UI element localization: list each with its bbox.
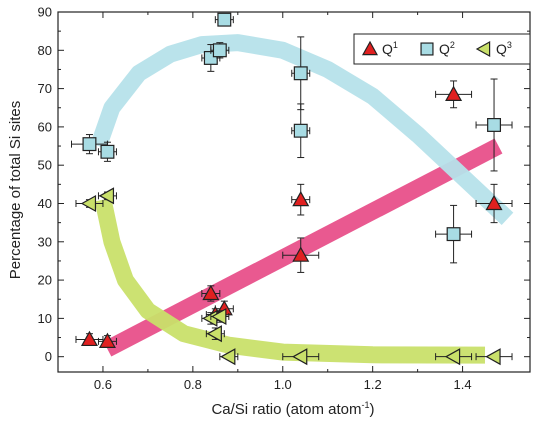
trend-band-q1 <box>103 138 503 357</box>
data-point-q2 <box>100 144 115 159</box>
y-tick-label: 70 <box>38 81 52 96</box>
legend: Q1 Q2 Q3 <box>353 33 531 65</box>
y-tick-label: 30 <box>38 234 52 249</box>
data-point-q1 <box>445 85 463 101</box>
trend-bands <box>90 34 514 364</box>
data-point-q2 <box>487 118 502 132</box>
legend-label-q1: Q1 <box>382 40 398 57</box>
data-point-q2 <box>82 137 97 152</box>
y-axis-title: Percentage of total Si sites <box>7 101 24 279</box>
plot-frame <box>57 11 531 373</box>
data-point-q3 <box>220 348 236 366</box>
data-point-q1 <box>292 246 310 262</box>
data-point-q1 <box>98 332 116 348</box>
data-point-q2 <box>293 123 308 138</box>
data-point-q2 <box>293 66 308 81</box>
y-tick-label: 20 <box>38 273 52 288</box>
data-markers <box>70 12 513 366</box>
legend-label-q3: Q3 <box>496 40 512 57</box>
x-tick-label: 1.2 <box>364 377 382 392</box>
data-point-q1 <box>80 330 98 347</box>
data-point-q2 <box>212 43 227 58</box>
data-point-q2 <box>446 227 461 242</box>
data-point-q3 <box>292 348 308 366</box>
data-point-q3 <box>80 194 97 213</box>
x-tick-label: 1.4 <box>454 377 472 392</box>
legend-marker-q1 <box>361 40 379 56</box>
data-point-q2 <box>217 12 232 27</box>
x-tick-label: 1.0 <box>274 377 292 392</box>
legend-marker-q3 <box>475 40 491 58</box>
legend-marker-q2 <box>420 42 434 56</box>
y-tick-label: 50 <box>38 158 52 173</box>
trend-band-q2 <box>90 34 514 226</box>
y-tick-label: 90 <box>38 5 52 20</box>
data-point-q3 <box>206 325 222 343</box>
plot-border <box>57 11 531 373</box>
x-tick-label: 0.8 <box>184 377 202 392</box>
data-point-q3 <box>211 307 227 325</box>
trend-band-q3 <box>94 197 486 364</box>
data-point-q3 <box>444 348 461 366</box>
data-point-q1 <box>292 190 310 207</box>
data-point-q3 <box>485 348 501 366</box>
x-axis-title: Ca/Si ratio (atom atom-1) <box>211 400 374 418</box>
y-tick-label: 0 <box>45 349 52 364</box>
y-tick-label: 80 <box>38 43 52 58</box>
legend-label-q2: Q2 <box>439 40 455 57</box>
y-tick-label: 40 <box>38 196 52 211</box>
data-point-q1 <box>485 194 503 211</box>
y-tick-label: 10 <box>38 311 52 326</box>
axis-ticks: 0.6 0.8 1.0 1.2 1.4 0 10 20 30 40 50 60 70 80 90 <box>38 5 530 392</box>
y-tick-label: 60 <box>38 119 52 134</box>
x-tick-label: 0.6 <box>94 377 112 392</box>
data-point-q3 <box>98 187 115 205</box>
legend-box <box>353 33 531 65</box>
data-point-q1 <box>202 284 220 301</box>
